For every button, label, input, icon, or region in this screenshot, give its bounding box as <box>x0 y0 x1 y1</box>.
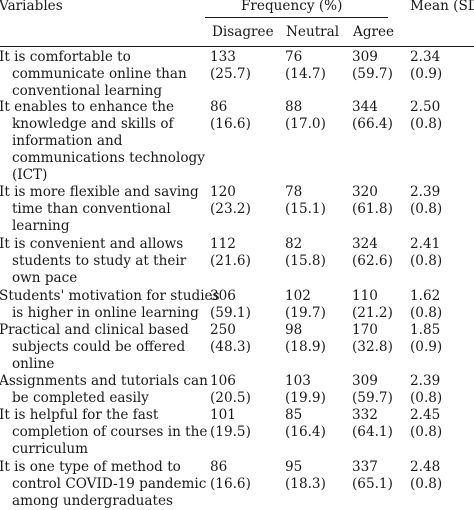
disagree-cell: 86 (16.6) <box>210 459 251 492</box>
frequency-column-header: Frequency (%) <box>241 0 343 14</box>
mean-cell: 2.39 (0.8) <box>410 184 443 217</box>
mean-cell: 2.39 (0.8) <box>410 373 443 406</box>
disagree-cell: 86 (16.6) <box>210 99 251 132</box>
neutral-cell: 82 (15.8) <box>285 236 326 269</box>
agree-cell: 309 (59.7) <box>352 49 393 82</box>
statement-cell: Assignments and tutorials can be complet… <box>0 373 208 406</box>
mean-cell: 2.34 (0.9) <box>410 49 443 82</box>
neutral-cell: 88 (17.0) <box>285 99 326 132</box>
agree-cell: 170 (32.8) <box>352 322 393 355</box>
agree-cell: 344 (66.4) <box>352 99 393 132</box>
header-bottom-rule <box>0 46 474 47</box>
disagree-column-header: Disagree <box>212 24 274 40</box>
disagree-cell: 306 (59.1) <box>210 288 251 321</box>
agree-cell: 337 (65.1) <box>352 459 393 492</box>
disagree-cell: 133 (25.7) <box>210 49 251 82</box>
neutral-cell: 78 (15.1) <box>285 184 326 217</box>
disagree-cell: 250 (48.3) <box>210 322 251 355</box>
mean-cell: 1.85 (0.9) <box>410 322 443 355</box>
neutral-cell: 102 (19.7) <box>285 288 326 321</box>
table-header-group: Variables Frequency (%) Mean (SD) <box>0 0 474 19</box>
statement-cell: Students' motivation for studies is high… <box>0 288 220 321</box>
agree-cell: 320 (61.8) <box>352 184 393 217</box>
mean-cell: 2.48 (0.8) <box>410 459 443 492</box>
disagree-cell: 106 (20.5) <box>210 373 251 406</box>
agree-cell: 332 (64.1) <box>352 407 393 440</box>
neutral-cell: 103 (19.9) <box>285 373 326 406</box>
agree-cell: 309 (59.7) <box>352 373 393 406</box>
neutral-column-header: Neutral <box>286 24 340 40</box>
neutral-cell: 76 (14.7) <box>285 49 326 82</box>
mean-cell: 2.50 (0.8) <box>410 99 443 132</box>
agree-column-header: Agree <box>353 24 395 40</box>
disagree-cell: 101 (19.5) <box>210 407 251 440</box>
statement-cell: It is comfortable to communicate online … <box>0 49 187 99</box>
statement-cell: Practical and clinical based subjects co… <box>0 322 189 372</box>
neutral-cell: 98 (18.9) <box>285 322 326 355</box>
agree-cell: 324 (62.6) <box>352 236 393 269</box>
agree-cell: 110 (21.2) <box>352 288 393 321</box>
statement-cell: It is convenient and allows students to … <box>0 236 187 286</box>
mean-column-header: Mean (SD) <box>410 0 474 14</box>
table-subheader-row: Disagree Neutral Agree <box>0 20 474 44</box>
header-rule <box>205 17 388 18</box>
statement-cell: It is one type of method to control COVI… <box>0 459 207 509</box>
disagree-cell: 112 (21.6) <box>210 236 251 269</box>
disagree-cell: 120 (23.2) <box>210 184 251 217</box>
mean-cell: 2.45 (0.8) <box>410 407 443 440</box>
statement-cell: It is helpful for the fast completion of… <box>0 407 208 457</box>
mean-cell: 2.41 (0.8) <box>410 236 443 269</box>
neutral-cell: 95 (18.3) <box>285 459 326 492</box>
variables-column-header: Variables <box>0 0 63 14</box>
neutral-cell: 85 (16.4) <box>285 407 326 440</box>
statement-cell: It is more flexible and saving time than… <box>0 184 199 234</box>
mean-cell: 1.62 (0.8) <box>410 288 443 321</box>
statement-cell: It enables to enhance the knowledge and … <box>0 99 205 183</box>
